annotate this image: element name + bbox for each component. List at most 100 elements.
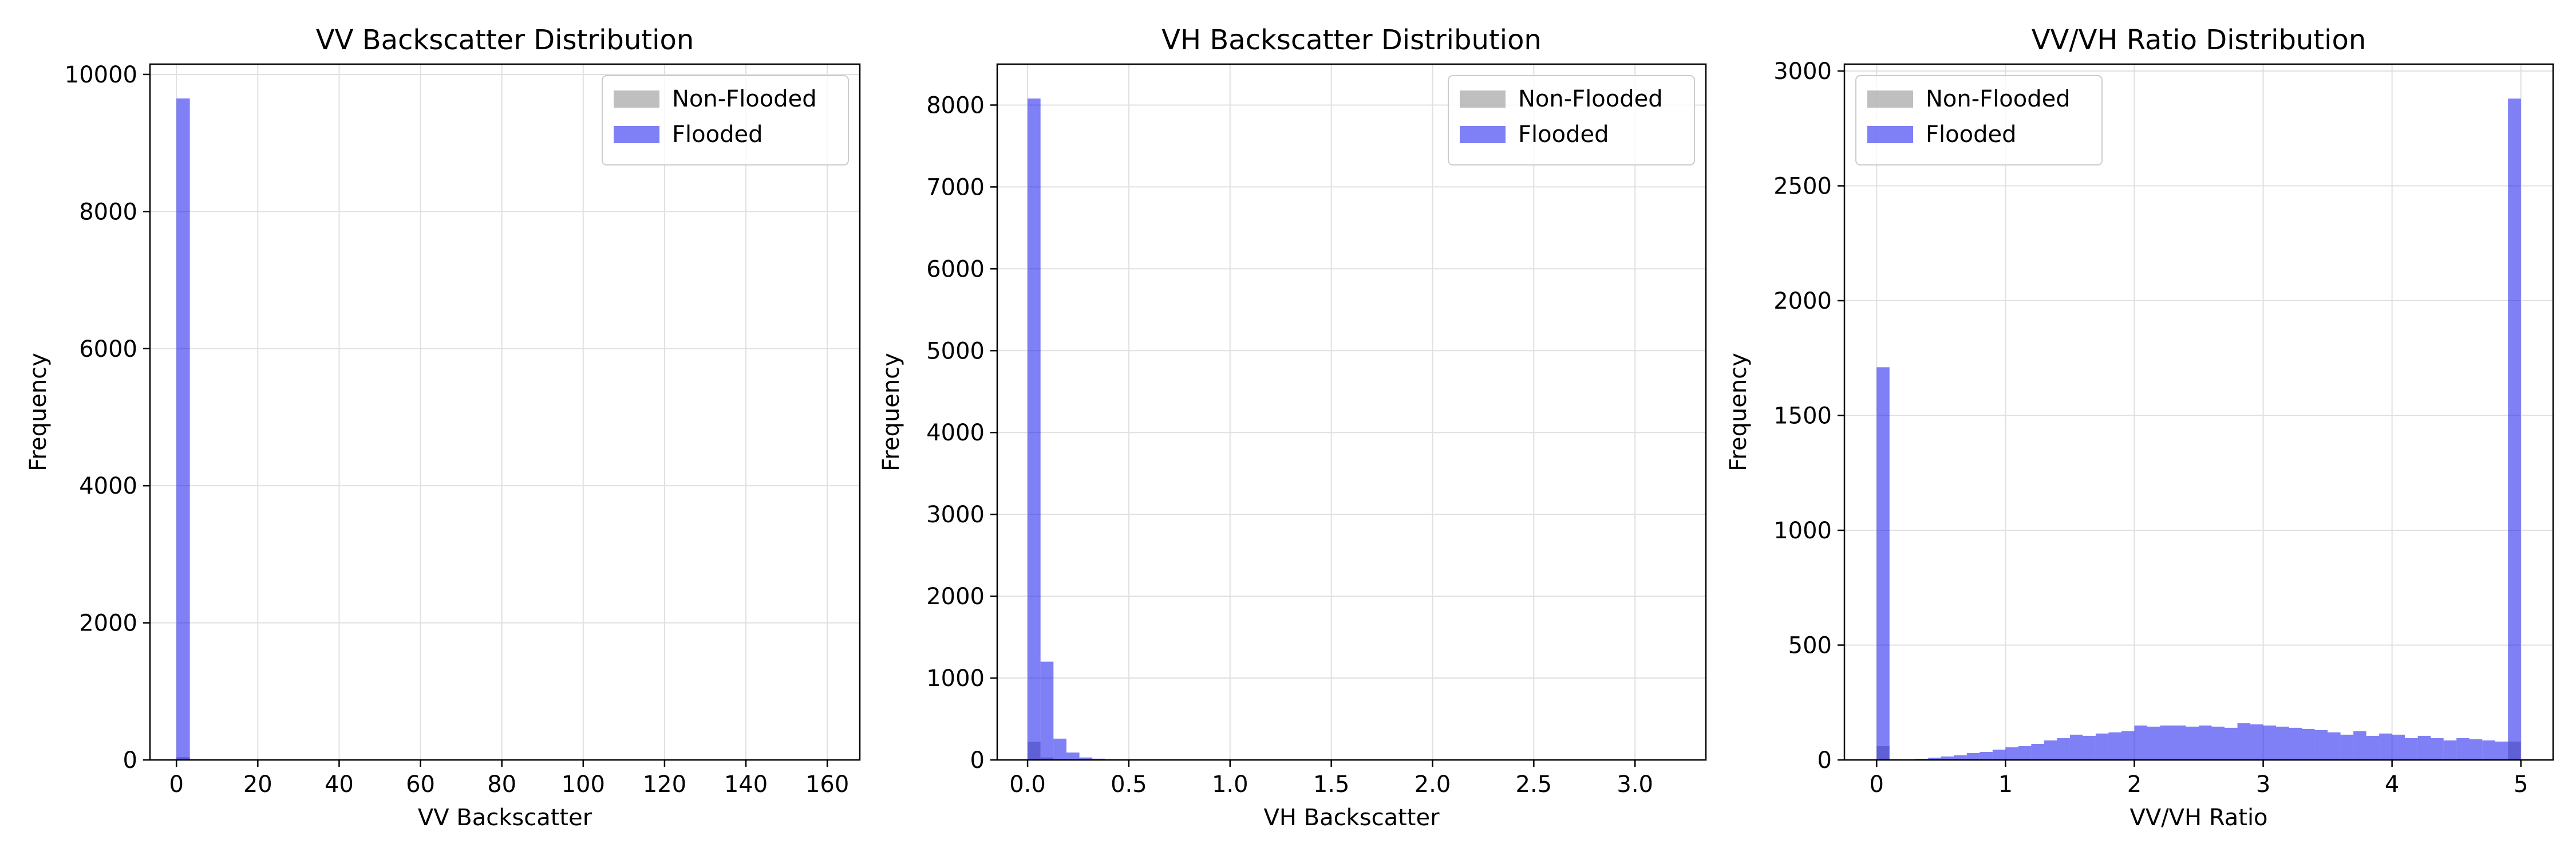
legend-label-flooded: Flooded <box>672 121 762 148</box>
x-tick-label: 1 <box>1998 771 2013 798</box>
x-tick-label: 2.0 <box>1415 771 1451 798</box>
x-tick-label: 0 <box>1870 771 1884 798</box>
legend: Non-Flooded Flooded <box>602 75 849 166</box>
y-tick-label: 2000 <box>1773 288 1832 314</box>
bar <box>2225 727 2238 760</box>
bar <box>2095 733 2109 760</box>
bar <box>2379 733 2392 760</box>
x-tick-label: 2.5 <box>1516 771 1552 798</box>
legend-box <box>1855 75 2103 166</box>
legend-swatch-flooded <box>1460 126 1506 143</box>
y-tick-label: 7000 <box>926 174 985 200</box>
bar <box>2160 725 2173 760</box>
x-tick-label: 1.0 <box>1212 771 1249 798</box>
bar <box>2276 726 2289 760</box>
x-tick-label: 5 <box>2514 771 2528 798</box>
bar <box>2456 738 2470 760</box>
legend-swatch-non-flooded <box>1460 90 1506 108</box>
y-tick-label: 10000 <box>65 62 137 88</box>
bar <box>2121 731 2135 760</box>
bar <box>2353 731 2366 760</box>
y-tick-label: 5000 <box>926 338 985 364</box>
bar <box>2018 746 2032 760</box>
chart-title: VH Backscatter Distribution <box>1161 24 1542 56</box>
bar <box>1966 752 1980 760</box>
chart-title: VV Backscatter Distribution <box>316 24 694 56</box>
x-tick-label: 3.0 <box>1617 771 1653 798</box>
bar <box>1079 757 1093 760</box>
axes-frame <box>149 63 861 761</box>
x-tick-label: 80 <box>487 771 516 798</box>
grid <box>150 64 860 761</box>
series-flooded <box>1028 98 1144 761</box>
y-tick-label: 6000 <box>926 256 985 282</box>
bar <box>2314 730 2328 760</box>
legend-swatch-flooded <box>1867 126 1913 143</box>
x-tick-label: 120 <box>643 771 686 798</box>
chart-title: VV/VH Ratio Distribution <box>2032 24 2366 56</box>
bar <box>2263 725 2277 760</box>
legend: Non-Flooded Flooded <box>1448 75 1695 166</box>
bar <box>2069 734 2083 760</box>
bar <box>1992 749 2006 760</box>
x-tick-label: 40 <box>325 771 354 798</box>
y-tick-label: 8000 <box>926 92 985 119</box>
x-tick-label: 3 <box>2256 771 2270 798</box>
bar <box>1040 661 1054 760</box>
y-tick-label: 0 <box>1818 747 1832 774</box>
legend-box <box>1448 75 1695 166</box>
bar <box>2405 738 2418 760</box>
bar <box>2508 98 2521 760</box>
bar <box>176 98 190 761</box>
legend-label-non-flooded: Non-Flooded <box>672 86 817 112</box>
series-flooded <box>1876 98 2521 760</box>
x-tick-label: 140 <box>724 771 768 798</box>
bar <box>2108 732 2121 760</box>
axes-frame <box>1843 63 2554 761</box>
y-tick-label: 1000 <box>1773 518 1832 544</box>
bar <box>2250 724 2263 760</box>
bar <box>1876 367 1890 760</box>
x-axis-label: VH Backscatter <box>1263 805 1440 831</box>
y-axis-label: Frequency <box>25 353 52 471</box>
axes-frame <box>996 63 1707 761</box>
bar <box>2328 732 2341 760</box>
legend-swatch-non-flooded <box>614 90 659 108</box>
legend-swatch-flooded <box>614 126 659 143</box>
bar <box>2302 728 2315 760</box>
x-tick-label: 0.5 <box>1111 771 1147 798</box>
vh-backscatter-histogram: 0.0 0.5 1.0 1.5 2.0 2.5 3.0 0 1000 2000 3000 4000 50… <box>878 24 1707 831</box>
bar <box>1028 98 1041 761</box>
grid <box>997 64 1706 761</box>
bar <box>1954 755 1967 760</box>
y-tick-label: 2500 <box>1773 174 1832 200</box>
bar <box>2044 740 2057 760</box>
legend-label-flooded: Flooded <box>1518 121 1609 148</box>
bar <box>2495 741 2508 760</box>
bar <box>2443 740 2457 760</box>
x-tick-label: 0.0 <box>1009 771 1046 798</box>
y-tick-label: 1500 <box>1773 403 1832 430</box>
y-tick-label: 4000 <box>926 420 985 446</box>
bar <box>2211 726 2225 760</box>
y-tick-label: 6000 <box>79 336 137 362</box>
bar <box>1941 756 1954 760</box>
x-axis-label: VV Backscatter <box>418 805 592 831</box>
bar <box>1053 738 1066 760</box>
bar <box>2417 735 2431 760</box>
x-tick-label: 60 <box>406 771 435 798</box>
bar <box>2083 735 2096 760</box>
legend-label-non-flooded: Non-Flooded <box>1518 86 1663 112</box>
vv-backscatter-histogram: 0 20 40 60 80 100 120 140 160 0 2000 4000 6000 8000 10… <box>25 24 861 831</box>
legend-swatch-non-flooded <box>1867 90 1913 108</box>
bar <box>2469 739 2483 760</box>
x-tick-label: 1.5 <box>1313 771 1350 798</box>
x-tick-label: 0 <box>169 771 183 798</box>
y-axis-label: Frequency <box>1725 353 1752 471</box>
bar <box>1066 752 1080 760</box>
x-tick-label: 20 <box>243 771 272 798</box>
bar <box>2366 735 2380 760</box>
bar <box>2134 725 2147 760</box>
x-tick-label: 4 <box>2385 771 2399 798</box>
